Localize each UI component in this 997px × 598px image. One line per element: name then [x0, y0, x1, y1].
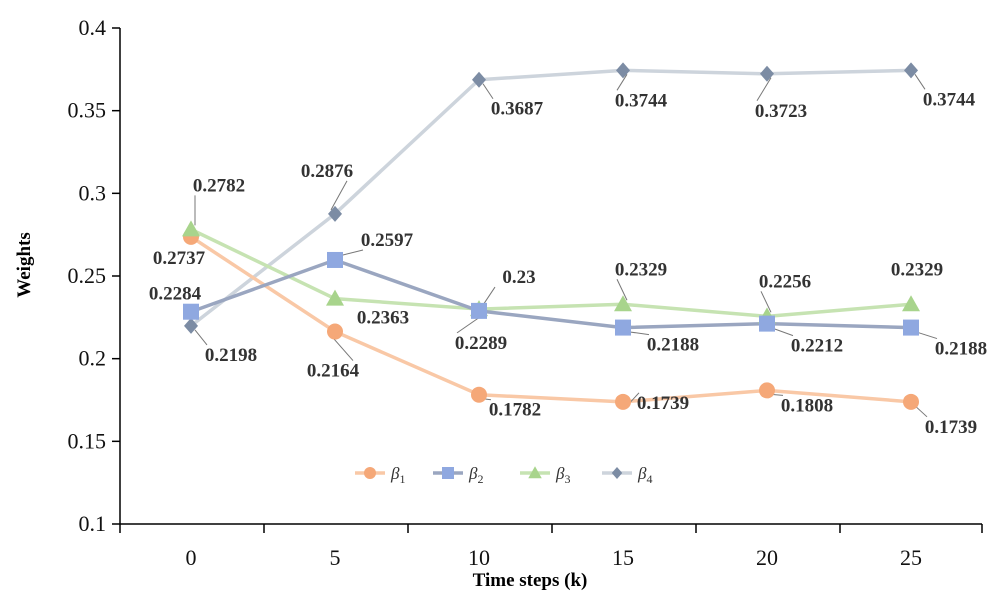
x-tick-label: 25 [900, 545, 922, 570]
legend: β1 β2 β3 β4 [355, 464, 652, 486]
data-point-beta-2 [471, 302, 487, 319]
data-point-beta-4 [472, 71, 486, 88]
legend-marker-beta-1 [364, 467, 376, 479]
data-label-beta-4: 0.2876 [301, 161, 353, 182]
data-label-beta-3: 0.2329 [891, 259, 943, 280]
data-point-beta-2 [759, 315, 775, 332]
legend-marker-beta-2 [442, 467, 454, 479]
axes-group: 0.1 0.15 0.2 0.25 0.3 0.35 0.4 0 5 10 15 20 25 [68, 15, 983, 570]
data-point-beta-2 [183, 303, 199, 320]
x-tick-label: 10 [468, 545, 490, 570]
data-point-beta-3 [326, 289, 344, 306]
data-label-beta-4: 0.3744 [615, 90, 668, 111]
legend-label-beta-4: β4 [637, 464, 652, 486]
data-label-beta-3: 0.23 [502, 267, 535, 288]
data-label-beta-1: 0.1739 [637, 393, 689, 414]
data-point-beta-1 [471, 386, 487, 403]
data-label-beta-4: 0.2198 [205, 345, 257, 366]
data-label-beta-2: 0.2188 [935, 339, 987, 360]
data-point-beta-4 [904, 62, 918, 79]
data-point-beta-1 [615, 393, 631, 410]
data-point-beta-1 [903, 393, 919, 410]
data-label-beta-3: 0.2256 [759, 271, 811, 292]
data-label-beta-3: 0.2329 [615, 259, 667, 280]
data-label-beta-2: 0.2212 [791, 336, 843, 357]
data-point-beta-4 [760, 65, 774, 82]
label-leader-line [482, 83, 494, 100]
label-leader-line [330, 335, 354, 361]
y-tick-label: 0.35 [68, 98, 107, 123]
y-axis-title: Weights [14, 232, 35, 297]
series-line-beta-1 [189, 235, 913, 404]
data-label-beta-2: 0.2289 [455, 333, 507, 354]
y-tick-label: 0.3 [79, 180, 107, 205]
data-point-beta-2 [327, 251, 343, 268]
label-leader-line [756, 77, 772, 102]
label-leader-line [330, 180, 348, 211]
series-line-beta-4 [189, 68, 913, 328]
label-leader-line [194, 329, 208, 346]
x-tick-label: 15 [612, 545, 634, 570]
y-tick-label: 0.4 [79, 15, 107, 40]
series-markers-group [182, 62, 920, 410]
data-label-beta-1: 0.2737 [153, 248, 206, 269]
label-leader-line [482, 286, 496, 306]
y-tick-label: 0.15 [68, 428, 107, 453]
x-tick-label: 20 [756, 545, 778, 570]
data-point-beta-3 [902, 295, 920, 312]
data-point-beta-4 [328, 205, 342, 222]
legend-marker-beta-4 [611, 467, 623, 479]
legend-marker-beta-3 [528, 466, 542, 479]
series-lines-group [189, 68, 913, 404]
data-label-beta-3: 0.2363 [357, 308, 409, 329]
data-labels-group: 0.2737 0.2164 0.1782 0.1739 0.1808 0.1739 0.22… [149, 89, 987, 437]
x-axis-title: Time steps (k) [473, 570, 588, 591]
series-line-beta-3 [189, 227, 913, 319]
legend-label-beta-1: β1 [390, 464, 405, 486]
legend-label-beta-3: β3 [555, 464, 570, 486]
data-label-beta-1: 0.2164 [307, 361, 360, 382]
data-label-beta-2: 0.2188 [647, 335, 699, 356]
data-point-beta-4 [616, 62, 630, 79]
y-tick-label: 0.2 [79, 346, 107, 371]
label-leader-line [616, 279, 628, 301]
data-point-beta-2 [903, 319, 919, 336]
data-point-beta-4 [184, 317, 198, 334]
data-label-beta-3: 0.2782 [193, 175, 245, 196]
data-point-beta-2 [615, 319, 631, 336]
data-label-beta-4: 0.3687 [491, 99, 544, 120]
data-label-beta-2: 0.2284 [149, 284, 202, 305]
series-line-beta-2 [189, 258, 913, 330]
data-label-beta-4: 0.3723 [755, 101, 807, 122]
label-leader-line [914, 405, 928, 418]
data-point-beta-1 [759, 382, 775, 399]
data-label-beta-2: 0.2597 [361, 230, 414, 251]
x-tick-label: 5 [330, 545, 341, 570]
label-leader-line [914, 74, 926, 90]
legend-label-beta-2: β2 [468, 464, 483, 486]
data-label-beta-1: 0.1782 [489, 400, 541, 421]
data-label-beta-4: 0.3744 [923, 89, 976, 110]
data-point-beta-3 [614, 295, 632, 312]
label-leader-line [760, 291, 772, 313]
data-point-beta-1 [327, 323, 343, 340]
y-tick-label: 0.25 [68, 263, 107, 288]
data-label-beta-1: 0.1808 [781, 395, 833, 416]
data-point-beta-3 [182, 220, 200, 237]
label-leader-line [616, 74, 628, 91]
data-label-beta-1: 0.1739 [925, 417, 977, 438]
x-tick-label: 0 [186, 545, 197, 570]
y-tick-label: 0.1 [79, 511, 107, 536]
